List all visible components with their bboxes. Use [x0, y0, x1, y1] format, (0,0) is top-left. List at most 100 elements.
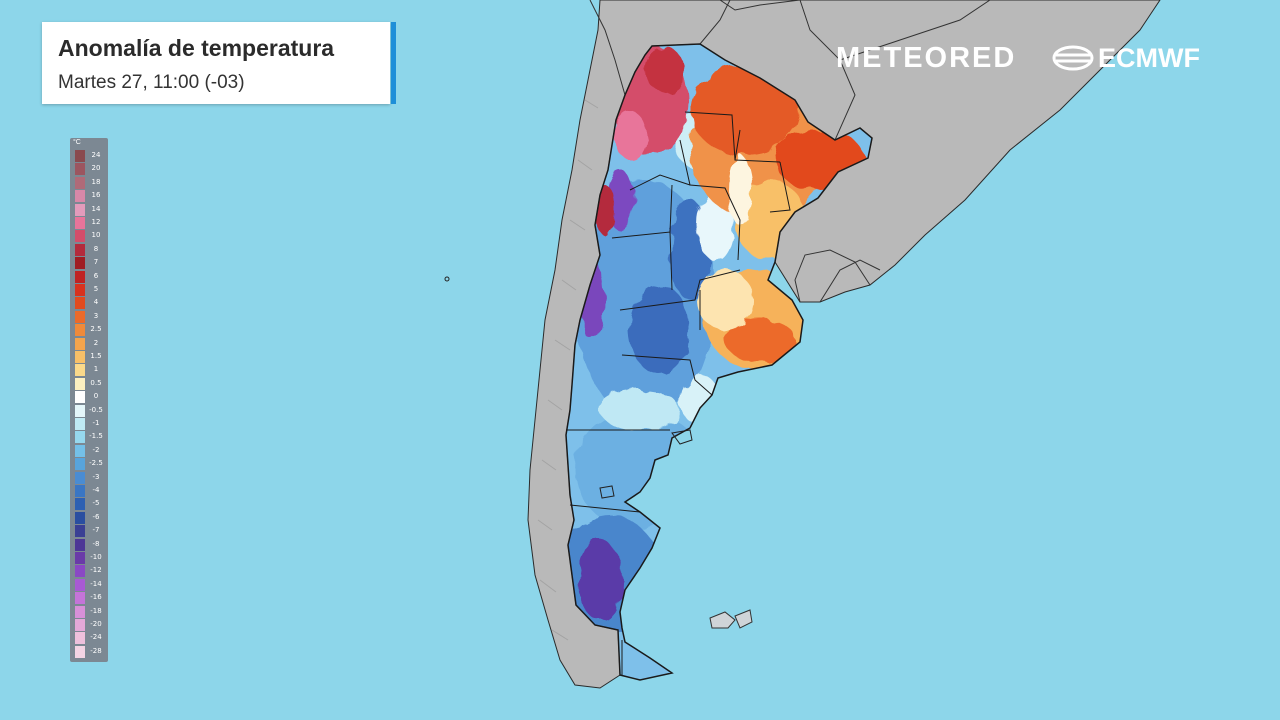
legend-label: 14	[91, 204, 101, 213]
legend-entry: 2	[70, 337, 108, 350]
legend-entry: -20	[70, 619, 108, 631]
legend-label: -0.5	[89, 405, 103, 414]
chile-relief	[537, 99, 599, 641]
legend-swatch	[75, 176, 85, 189]
legend-entry: -4	[70, 485, 108, 497]
legend-label: -14	[90, 579, 102, 588]
legend-swatch	[75, 458, 85, 471]
legend-swatch	[75, 163, 85, 176]
legend-entry: 10	[70, 230, 108, 243]
legend-label: -6	[92, 512, 100, 521]
legend-label: -3	[92, 472, 100, 481]
legend-swatch	[75, 485, 85, 497]
legend-label: 16	[91, 191, 101, 200]
legend-label: -5	[92, 499, 100, 508]
legend-swatch	[75, 257, 85, 270]
legend-swatch	[75, 351, 85, 363]
legend-entry: -12	[70, 565, 108, 578]
legend-entry: -10	[70, 552, 108, 564]
legend-entry: -1.5	[70, 431, 108, 444]
legend-label: 6	[93, 271, 99, 280]
legend-label: 2	[93, 338, 99, 347]
legend-entry: -2	[70, 444, 108, 457]
legend-entry: 20	[70, 163, 108, 176]
legend-swatch	[75, 203, 85, 216]
legend-label: 18	[91, 177, 101, 186]
legend-swatch	[75, 337, 85, 350]
legend-swatch	[75, 578, 85, 591]
legend-entry: 3	[70, 310, 108, 323]
legend-label: -8	[92, 539, 100, 548]
legend-swatch	[75, 645, 85, 658]
legend-entry: -2.5	[70, 458, 108, 471]
legend-swatch	[75, 324, 85, 337]
map-subtitle: Martes 27, 11:00 (-03)	[58, 72, 245, 93]
legend-entry: -18	[70, 605, 108, 618]
title-accent-bar	[391, 22, 396, 104]
ecmwf-logo: ECMWF	[1052, 42, 1200, 74]
legend-label: 1	[93, 365, 99, 374]
falkland-islands	[709, 609, 753, 629]
title-panel: Anomalía de temperatura Martes 27, 11:00…	[42, 22, 396, 104]
legend-swatch	[75, 605, 85, 618]
legend-entry: 7	[70, 257, 108, 270]
legend-label: 4	[93, 298, 99, 307]
legend-swatch	[75, 592, 85, 605]
ecmwf-logo-text: ECMWF	[1098, 42, 1200, 73]
legend-unit: °C	[73, 139, 81, 146]
legend-swatch	[75, 190, 85, 203]
legend-swatch	[75, 377, 85, 390]
legend-swatch	[75, 284, 85, 296]
legend-swatch	[75, 217, 85, 229]
legend-swatch	[75, 471, 85, 484]
legend-label: -10	[90, 553, 102, 561]
legend-label: -12	[90, 566, 102, 575]
legend-label: -24	[90, 633, 102, 642]
legend-entry: 2.5	[70, 324, 108, 337]
legend-swatch	[75, 150, 85, 162]
legend-label: -2.5	[89, 459, 103, 468]
legend-entry: 6	[70, 270, 108, 283]
legend-entry: -28	[70, 645, 108, 658]
legend-label: 8	[93, 244, 99, 253]
legend-entry: 12	[70, 217, 108, 229]
legend-label: 1.5	[90, 352, 102, 360]
legend-swatch	[75, 632, 85, 645]
legend-swatch	[75, 498, 85, 511]
map-title: Anomalía de temperatura	[58, 35, 335, 61]
legend-entry: -7	[70, 525, 108, 538]
legend-swatch	[75, 418, 85, 430]
legend-entry: 5	[70, 284, 108, 296]
legend-swatch	[75, 243, 85, 256]
legend-label: 12	[91, 218, 101, 226]
legend-label: 20	[91, 164, 101, 173]
legend-swatch	[75, 364, 85, 377]
legend-entry: 0.5	[70, 377, 108, 390]
legend-swatch	[75, 565, 85, 578]
legend-entry: -0.5	[70, 404, 108, 417]
legend-swatch	[75, 431, 85, 444]
legend-entry: 24	[70, 150, 108, 162]
legend-label: 10	[91, 231, 101, 240]
legend-label: 3	[93, 311, 99, 320]
legend-entry: 18	[70, 176, 108, 189]
legend-swatch	[75, 230, 85, 243]
legend-entry: -14	[70, 578, 108, 591]
legend-swatch	[75, 444, 85, 457]
legend-label: -16	[90, 593, 102, 602]
legend-entry: -8	[70, 538, 108, 551]
legend-swatch	[75, 511, 85, 524]
legend-entry: -24	[70, 632, 108, 645]
legend-swatch	[75, 297, 85, 310]
meteored-logo: METEORED	[836, 42, 1017, 74]
legend-entry: 1.5	[70, 351, 108, 363]
legend-swatch	[75, 552, 85, 564]
legend-swatch	[75, 619, 85, 631]
legend-swatch	[75, 538, 85, 551]
legend-label: -2	[92, 445, 100, 454]
legend-entry: -1	[70, 418, 108, 430]
legend-swatch	[75, 310, 85, 323]
legend-label: 2.5	[90, 325, 102, 334]
legend-entry: -6	[70, 511, 108, 524]
